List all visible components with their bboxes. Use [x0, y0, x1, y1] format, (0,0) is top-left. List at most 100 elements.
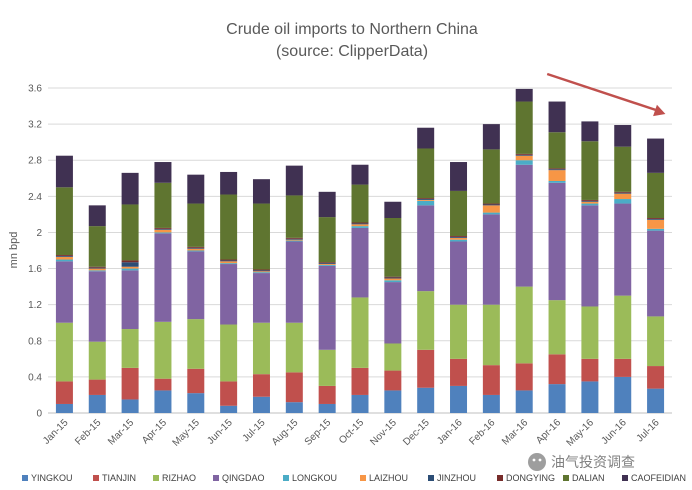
legend-label: JINZHOU	[437, 473, 476, 483]
bar-segment	[417, 199, 435, 201]
legend-swatch	[153, 475, 159, 481]
bar-segment	[318, 403, 336, 413]
legend-swatch	[283, 475, 289, 481]
bar-segment	[647, 388, 665, 413]
y-tick-label: 2.4	[28, 192, 42, 203]
bar-segment	[318, 264, 336, 266]
bar-segment	[252, 203, 270, 270]
bar-segment	[154, 162, 172, 183]
bar-segment	[384, 276, 402, 278]
x-tick-label: May-16	[565, 417, 597, 449]
bar-segment	[220, 261, 238, 264]
bar-segment	[515, 363, 533, 391]
bar-segment	[318, 217, 336, 263]
bar-segment	[351, 394, 369, 413]
bar-segment	[417, 199, 435, 200]
bar-segment	[351, 227, 369, 298]
wechat-icon-eye	[538, 458, 542, 462]
x-tick-label: Jun-16	[599, 417, 629, 447]
bar-segment	[88, 270, 106, 272]
bars	[55, 88, 665, 413]
bar-segment	[154, 232, 172, 234]
bar-segment	[384, 201, 402, 218]
bar-segment	[351, 226, 369, 228]
bar-segment	[482, 149, 500, 204]
legend-swatch	[213, 475, 219, 481]
bar-segment	[384, 278, 402, 281]
bar-segment	[515, 286, 533, 364]
bar-segment	[220, 324, 238, 382]
bar-segment	[515, 155, 533, 161]
bar-segment	[318, 349, 336, 386]
legend-label: LAIZHOU	[369, 473, 408, 483]
bar-segment	[187, 368, 205, 394]
bar-segment	[548, 168, 566, 170]
bar-segment	[482, 212, 500, 215]
bar-segment	[515, 101, 533, 154]
bar-segment	[450, 358, 468, 386]
bar-segment	[252, 374, 270, 397]
chart-title: Crude oil imports to Northern China	[226, 21, 478, 38]
bar-segment	[121, 260, 139, 263]
bar-segment	[187, 250, 205, 252]
x-tick-label: Jul-16	[635, 417, 662, 444]
legend-swatch	[93, 475, 99, 481]
x-tick-label: Nov-15	[368, 417, 399, 448]
bar-segment	[187, 251, 205, 320]
bar-segment	[88, 268, 106, 271]
bar-segment	[154, 378, 172, 391]
bar-segment	[482, 203, 500, 205]
bar-segment	[647, 172, 665, 218]
x-tick-label: Aug-15	[270, 417, 301, 448]
bar-segment	[614, 191, 632, 193]
bar-segment	[88, 394, 106, 413]
bar-segment	[252, 270, 270, 272]
legend: YINGKOU TIANJIN RIZHAO QINGDAO LONGKOU LAIZHO…	[22, 473, 686, 483]
bar-segment	[384, 277, 402, 279]
bar-segment	[318, 264, 336, 265]
bar-segment	[581, 201, 599, 204]
bar-segment	[220, 194, 238, 260]
bar-segment	[88, 379, 106, 395]
bar-segment	[450, 304, 468, 359]
bar-segment	[187, 248, 205, 251]
bar-segment	[614, 199, 632, 204]
bar-segment	[482, 214, 500, 305]
legend-swatch	[428, 475, 434, 481]
bar-segment	[55, 155, 73, 188]
bar-segment	[121, 268, 139, 271]
bar-segment	[548, 132, 566, 169]
bar-segment	[614, 203, 632, 296]
bar-segment	[154, 233, 172, 322]
bar-segment	[220, 381, 238, 406]
bar-segment	[121, 204, 139, 261]
bar-segment	[252, 273, 270, 323]
bar-segment	[581, 205, 599, 307]
bar-segment	[55, 187, 73, 256]
bar-segment	[515, 390, 533, 413]
bar-segment	[121, 270, 139, 330]
bar-segment	[482, 394, 500, 413]
legend-swatch	[497, 475, 503, 481]
bar-segment	[417, 148, 435, 199]
bar-segment	[154, 228, 172, 230]
bar-segment	[351, 222, 369, 224]
bar-segment	[351, 224, 369, 227]
legend-swatch	[622, 475, 628, 481]
x-tick-label: Jul-15	[241, 417, 268, 444]
trend-arrow	[546, 72, 666, 117]
bar-segment	[450, 236, 468, 238]
bar-segment	[548, 354, 566, 385]
bar-segment	[384, 280, 402, 283]
x-tick-label: Dec-15	[401, 417, 432, 448]
bar-segment	[318, 191, 336, 218]
bar-segment	[384, 282, 402, 344]
x-tick-label: Feb-16	[467, 417, 497, 447]
legend-label: DONGYING	[506, 473, 555, 483]
bar-segment	[647, 218, 665, 219]
bar-segment	[581, 200, 599, 202]
x-tick-label: May-15	[171, 417, 203, 449]
bar-segment	[647, 228, 665, 231]
bar-segment	[220, 264, 238, 325]
bar-segment	[154, 227, 172, 229]
